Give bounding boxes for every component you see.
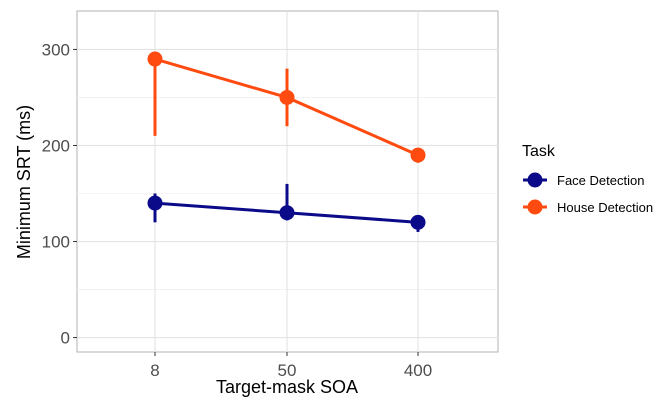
y-tick-label: 200	[42, 136, 70, 155]
series-face-detection	[147, 183, 426, 232]
data-point	[147, 195, 163, 211]
y-tick-label: 100	[42, 233, 70, 252]
data-point	[279, 89, 295, 105]
data-point	[410, 214, 426, 230]
legend-item: Face Detection	[523, 172, 644, 188]
x-tick-label: 8	[150, 361, 159, 380]
legend-title: Task	[522, 143, 556, 160]
series-layer	[147, 51, 426, 232]
legend: Task Face Detection House Detection	[522, 143, 653, 215]
x-axis-ticks: 8 50 400	[150, 352, 432, 380]
major-gridlines	[77, 11, 498, 352]
x-axis-title: Target-mask SOA	[216, 377, 358, 397]
series-house-detection	[147, 51, 426, 163]
legend-label: House Detection	[557, 200, 653, 215]
data-point	[279, 205, 295, 221]
x-tick-label: 50	[278, 361, 297, 380]
legend-item: House Detection	[523, 199, 653, 215]
y-axis-ticks: 0 100 200 300	[42, 40, 77, 348]
legend-key-point	[527, 172, 543, 188]
y-tick-label: 300	[42, 40, 70, 59]
data-point	[147, 51, 163, 67]
data-point	[410, 147, 426, 163]
legend-label: Face Detection	[557, 173, 644, 188]
y-axis-title: Minimum SRT (ms)	[14, 105, 34, 259]
legend-key-point	[527, 199, 543, 215]
y-tick-label: 0	[61, 329, 70, 348]
x-tick-label: 400	[404, 361, 432, 380]
